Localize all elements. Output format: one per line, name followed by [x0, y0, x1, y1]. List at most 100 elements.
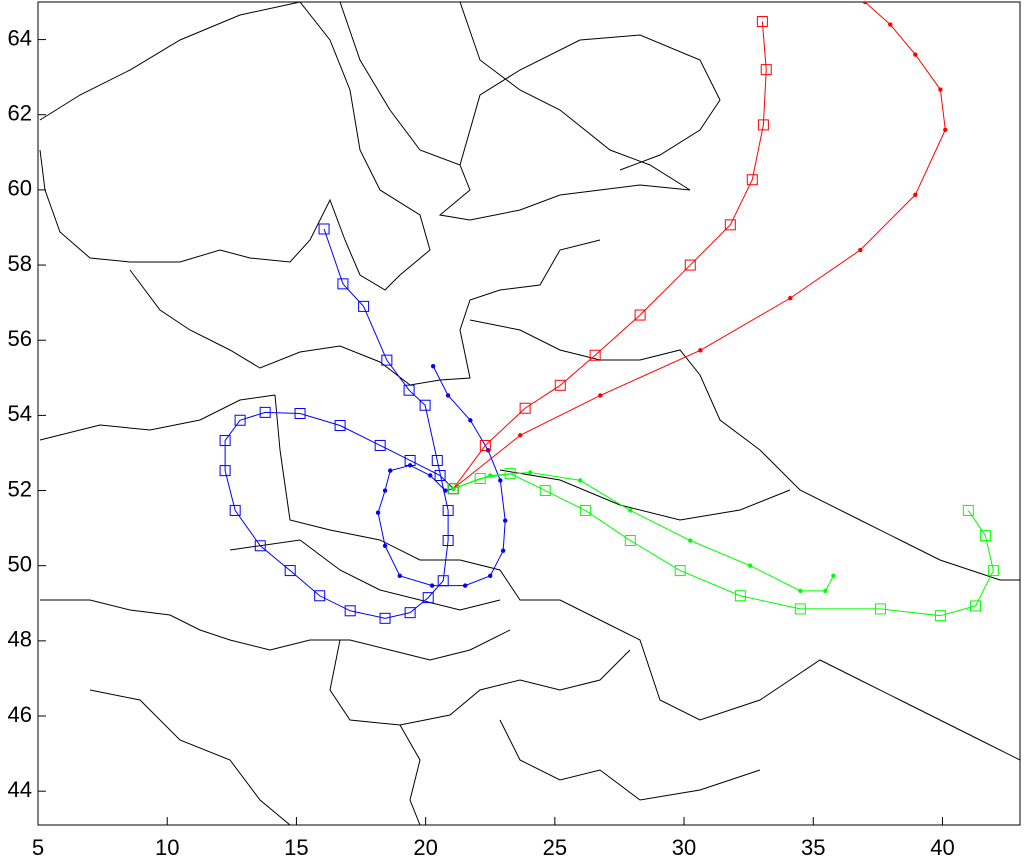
square-marker — [634, 309, 646, 321]
dot-marker — [382, 488, 388, 493]
dot-marker — [913, 192, 918, 197]
square-marker — [318, 223, 330, 235]
y-tick-label: 52 — [8, 476, 32, 501]
trajectory-line — [452, 21, 767, 489]
square-marker — [419, 399, 431, 411]
y-tick-label: 50 — [8, 552, 32, 577]
dot-marker — [943, 127, 948, 132]
dot-marker — [938, 87, 943, 92]
square-marker — [434, 470, 446, 482]
square-marker — [746, 174, 758, 186]
dot-marker — [500, 548, 506, 553]
square-marker — [259, 406, 271, 418]
square-marker — [442, 504, 454, 516]
dot-marker — [698, 348, 703, 353]
square-marker — [254, 540, 266, 552]
x-tick-label: 10 — [155, 835, 179, 860]
square-marker — [794, 603, 806, 615]
dot-marker — [831, 573, 836, 579]
dot-marker — [445, 393, 451, 398]
plot-frame — [37, 1, 1021, 826]
trajectories — [219, 2, 999, 624]
square-marker — [219, 465, 231, 477]
square-marker — [431, 454, 443, 466]
dot-marker — [430, 363, 436, 369]
square-marker — [403, 384, 415, 396]
y-tick-label: 46 — [8, 702, 32, 727]
dot-marker — [468, 418, 473, 423]
dot-marker — [862, 2, 868, 5]
y-tick-label: 54 — [8, 401, 32, 426]
x-tick-label: 20 — [413, 835, 437, 860]
dot-marker — [397, 573, 402, 579]
square-marker — [447, 483, 459, 495]
y-tick-label: 60 — [8, 176, 32, 201]
y-tick-label: 56 — [8, 326, 32, 351]
x-tick-label: 30 — [672, 835, 696, 860]
square-marker — [674, 565, 686, 577]
x-tick-label: 35 — [801, 835, 825, 860]
square-marker — [337, 278, 349, 290]
square-marker — [579, 504, 591, 516]
square-marker — [479, 439, 491, 451]
trajectory-line — [453, 473, 994, 617]
dot-marker — [888, 22, 893, 27]
square-marker — [314, 590, 326, 602]
dot-marker — [748, 563, 753, 568]
dot-marker — [518, 433, 523, 438]
dot-marker — [443, 488, 448, 493]
square-marker — [229, 504, 241, 516]
square-marker — [874, 603, 886, 615]
y-tick-label: 62 — [8, 101, 32, 126]
square-marker — [474, 473, 486, 485]
square-marker — [358, 300, 370, 312]
dot-marker — [788, 295, 793, 301]
square-marker — [760, 64, 772, 76]
dot-marker — [598, 393, 603, 398]
y-tick-label: 44 — [8, 777, 32, 802]
square-marker — [234, 414, 246, 426]
dot-marker — [451, 486, 456, 491]
dot-marker — [407, 463, 413, 468]
square-marker — [724, 219, 736, 231]
dot-marker — [498, 478, 503, 483]
square-marker — [962, 504, 974, 516]
x-tick-label: 25 — [543, 835, 567, 860]
dot-marker — [577, 478, 583, 483]
dot-marker — [913, 52, 918, 57]
dot-marker — [462, 583, 468, 588]
y-tick-label: 64 — [8, 25, 32, 50]
square-marker — [979, 530, 991, 542]
square-marker — [344, 605, 356, 617]
square-marker — [554, 379, 566, 391]
dot-marker — [375, 510, 381, 515]
dot-marker — [488, 473, 493, 478]
dot-marker — [429, 583, 435, 588]
dot-marker — [528, 470, 533, 475]
square-marker — [624, 535, 636, 547]
x-tick-label: 5 — [32, 835, 44, 860]
y-tick-label: 48 — [8, 627, 32, 652]
dot-marker — [823, 588, 828, 594]
dot-marker — [688, 538, 693, 543]
square-marker — [422, 592, 434, 604]
trajectory-line — [453, 471, 834, 592]
square-marker — [334, 420, 346, 432]
square-marker — [987, 565, 999, 577]
square-marker — [734, 590, 746, 602]
y-tick-label: 58 — [8, 251, 32, 276]
square-marker — [294, 408, 306, 419]
square-marker — [756, 16, 768, 28]
dot-marker — [858, 247, 863, 253]
square-marker — [219, 435, 231, 447]
square-marker — [934, 610, 946, 622]
square-marker — [442, 535, 454, 547]
square-marker — [970, 600, 982, 612]
trajectory-line — [224, 228, 454, 619]
square-marker — [757, 119, 769, 131]
trajectory-line — [377, 365, 506, 587]
dot-marker — [798, 588, 803, 594]
dot-marker — [428, 473, 433, 478]
dot-marker — [488, 573, 493, 579]
